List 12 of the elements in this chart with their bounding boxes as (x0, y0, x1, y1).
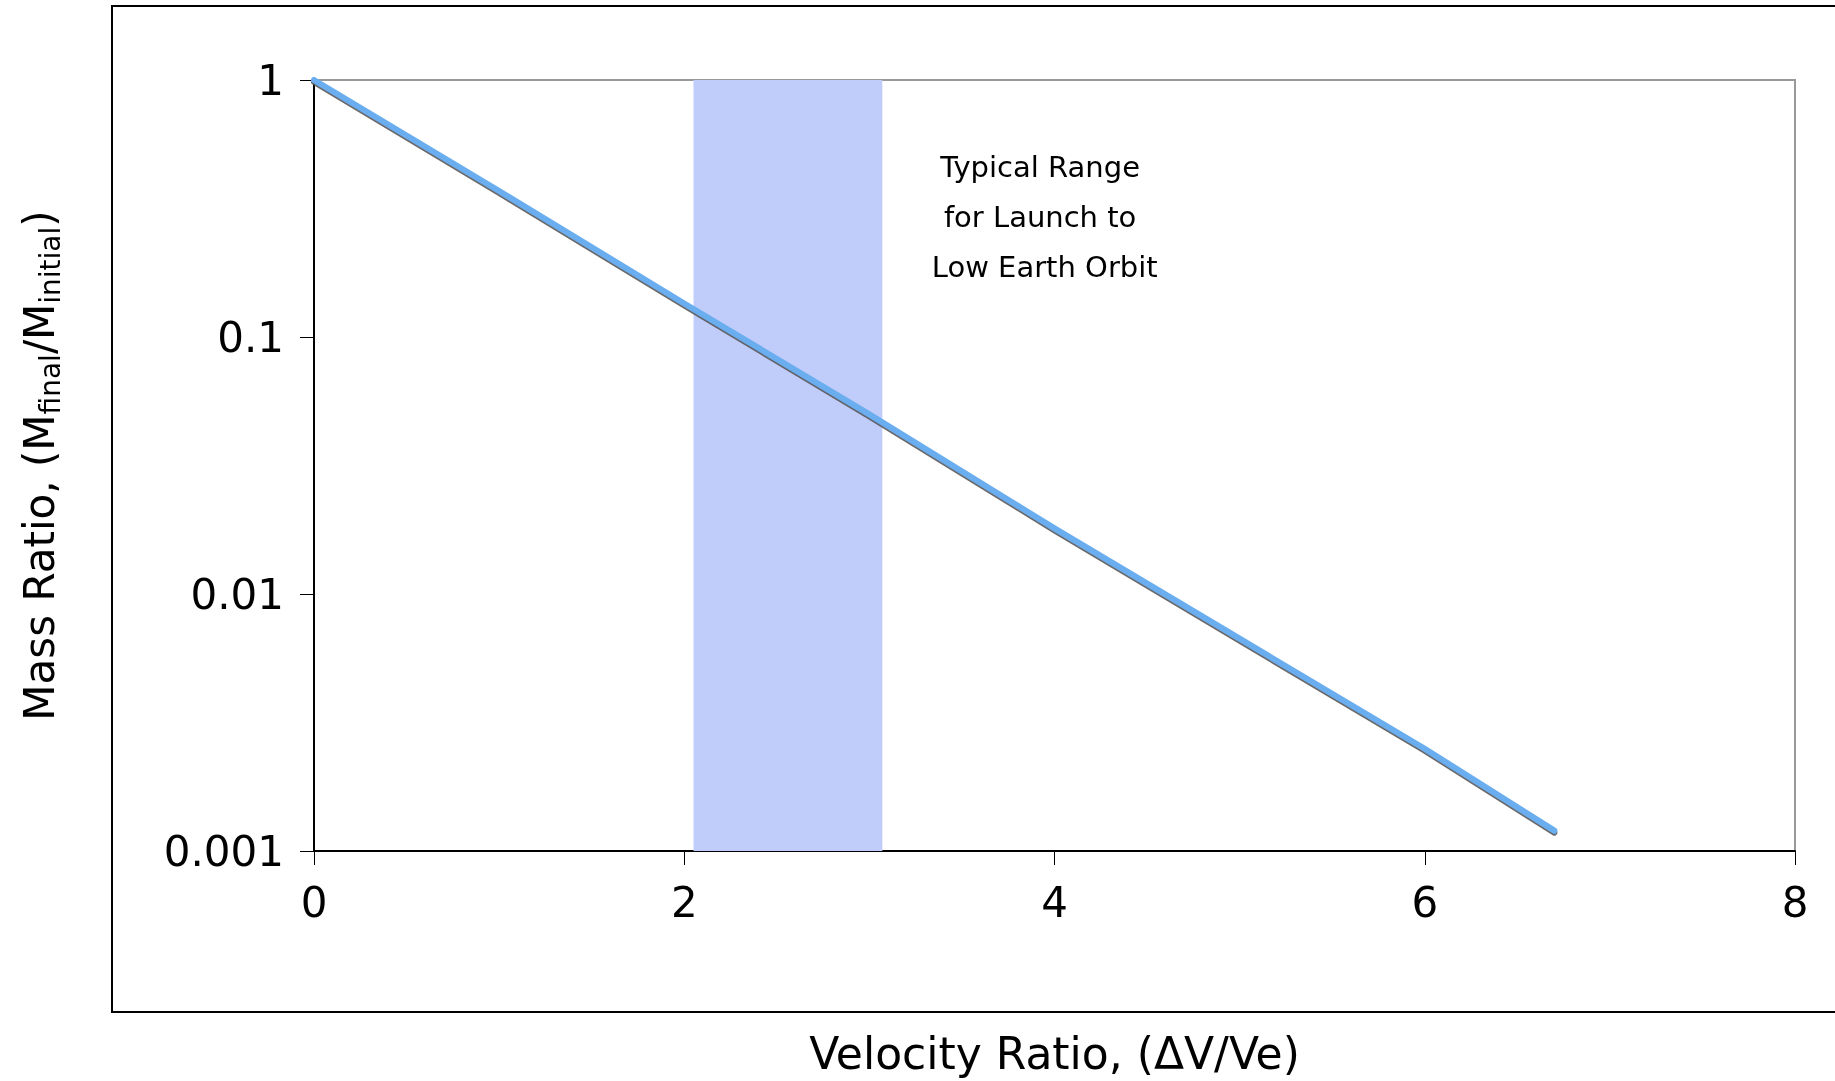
y-tick-label: 0.001 (163, 826, 284, 876)
x-tick-label: 6 (1411, 877, 1439, 927)
x-tick-label: 0 (300, 877, 328, 927)
x-tick-label: 4 (1041, 877, 1068, 927)
x-axis-title: Velocity Ratio, (ΔV/Ve) (809, 1027, 1300, 1079)
y-axis-title: Mass Ratio, (Mfinal/Minitial) (14, 210, 67, 721)
y-tick-label: 0.01 (190, 569, 284, 619)
y-tick-label: 1 (257, 55, 284, 105)
band-label: Typical Range for Launch to Low Earth Orbit (931, 149, 1158, 284)
x-tick-label: 8 (1781, 877, 1809, 927)
y-tick-label: 0.1 (217, 312, 284, 362)
x-tick-label: 2 (670, 877, 698, 927)
